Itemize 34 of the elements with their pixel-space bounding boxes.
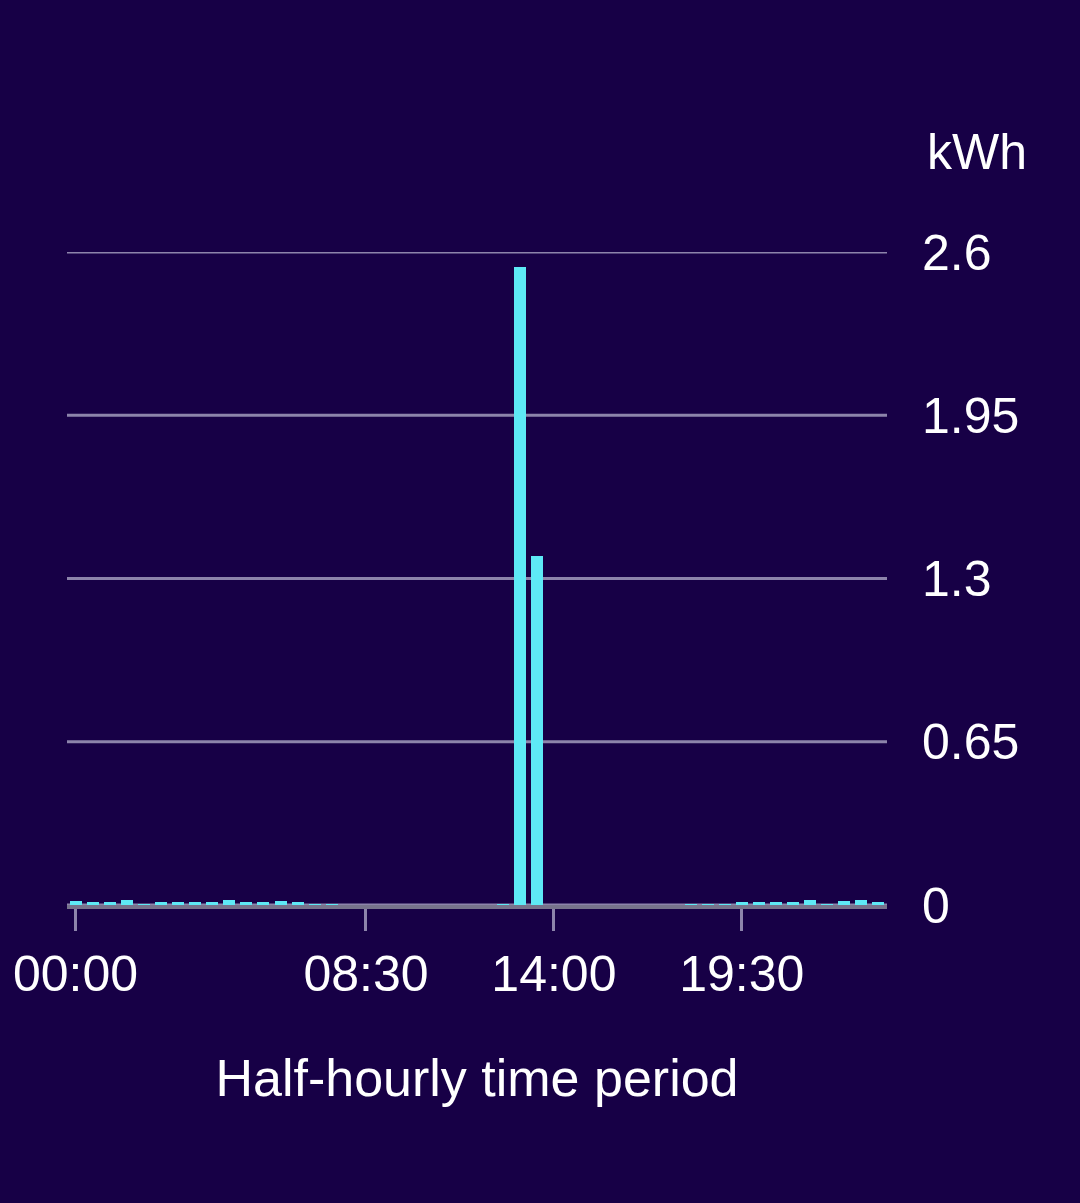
bar: [513, 267, 526, 905]
bar: [769, 902, 782, 905]
bar: [872, 902, 885, 905]
bar: [752, 902, 765, 905]
x-axis-title: Half-hourly time period: [215, 1049, 739, 1108]
bar: [103, 902, 116, 905]
bar: [838, 901, 851, 905]
y-tick-label: 1.95: [922, 387, 1020, 444]
y-tick-label: 0.65: [922, 714, 1020, 771]
bar: [291, 902, 304, 905]
x-tick-label: 08:30: [303, 946, 429, 1002]
bar: [206, 902, 219, 905]
bar: [257, 902, 270, 905]
bar: [530, 555, 543, 905]
bar: [223, 899, 236, 905]
bar: [86, 902, 99, 905]
bar: [787, 902, 800, 905]
x-tick-label: 14:00: [491, 946, 617, 1002]
x-tick-label: 19:30: [679, 946, 805, 1002]
y-tick-label: 1.3: [922, 551, 992, 607]
bar: [69, 901, 82, 905]
bar: [804, 899, 817, 905]
bar: [172, 902, 185, 905]
bar: [120, 899, 133, 905]
bar: [189, 902, 202, 905]
bar: [735, 902, 748, 905]
bar: [855, 899, 868, 905]
bar: [240, 902, 253, 905]
y-axis-title: kWh: [927, 124, 1027, 180]
bar: [274, 901, 287, 905]
y-tick-label: 2.6: [922, 224, 992, 281]
x-tick-label: 00:00: [12, 946, 139, 1002]
bar: [154, 902, 167, 905]
y-tick-label: 0: [922, 877, 950, 934]
